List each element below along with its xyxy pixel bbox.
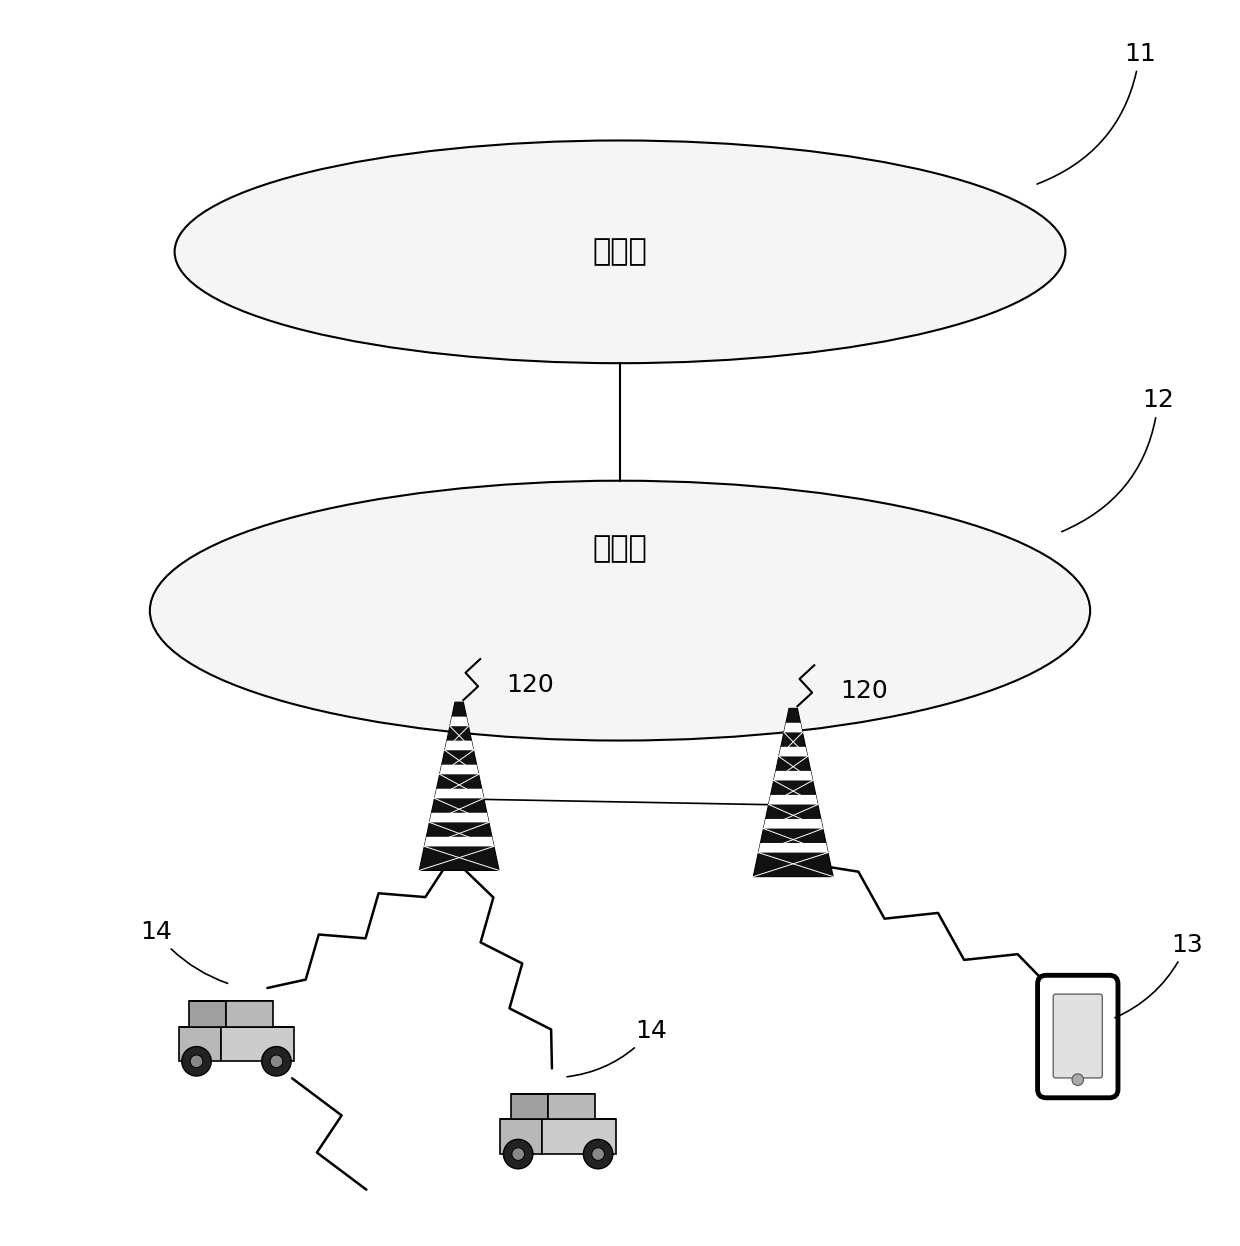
Polygon shape [221,1027,294,1062]
Polygon shape [500,1119,542,1154]
Polygon shape [764,819,823,829]
Ellipse shape [192,196,1048,353]
Circle shape [190,1055,203,1068]
Polygon shape [774,771,812,780]
FancyBboxPatch shape [1038,976,1118,1098]
FancyBboxPatch shape [1053,994,1102,1078]
Circle shape [270,1055,283,1068]
Circle shape [591,1148,604,1160]
Ellipse shape [150,481,1090,740]
Polygon shape [548,1094,595,1119]
Polygon shape [542,1119,616,1154]
Polygon shape [434,789,484,799]
Polygon shape [179,1027,221,1062]
Polygon shape [190,1002,226,1027]
Polygon shape [440,765,479,774]
Text: 13: 13 [1115,933,1203,1018]
Polygon shape [419,703,500,871]
Circle shape [1073,1074,1084,1085]
Polygon shape [779,746,807,756]
Text: 12: 12 [1061,389,1174,532]
Text: 14: 14 [140,921,228,983]
Polygon shape [424,837,494,846]
Polygon shape [429,812,489,822]
Circle shape [262,1047,291,1077]
Circle shape [512,1148,525,1160]
Ellipse shape [175,141,1065,363]
Polygon shape [450,716,469,726]
Polygon shape [769,795,818,805]
Circle shape [503,1139,533,1169]
Polygon shape [759,844,828,852]
Polygon shape [511,1094,548,1119]
Polygon shape [753,709,833,877]
Text: 120: 120 [841,679,888,703]
Text: 核心网: 核心网 [593,237,647,267]
Text: 14: 14 [567,1019,667,1077]
Circle shape [182,1047,211,1077]
Ellipse shape [169,545,1071,726]
Polygon shape [784,723,802,733]
Circle shape [583,1139,613,1169]
Text: 120: 120 [506,673,554,697]
Text: 接入网: 接入网 [593,535,647,563]
Text: 11: 11 [1037,42,1156,184]
Polygon shape [445,740,474,750]
Polygon shape [226,1002,273,1027]
